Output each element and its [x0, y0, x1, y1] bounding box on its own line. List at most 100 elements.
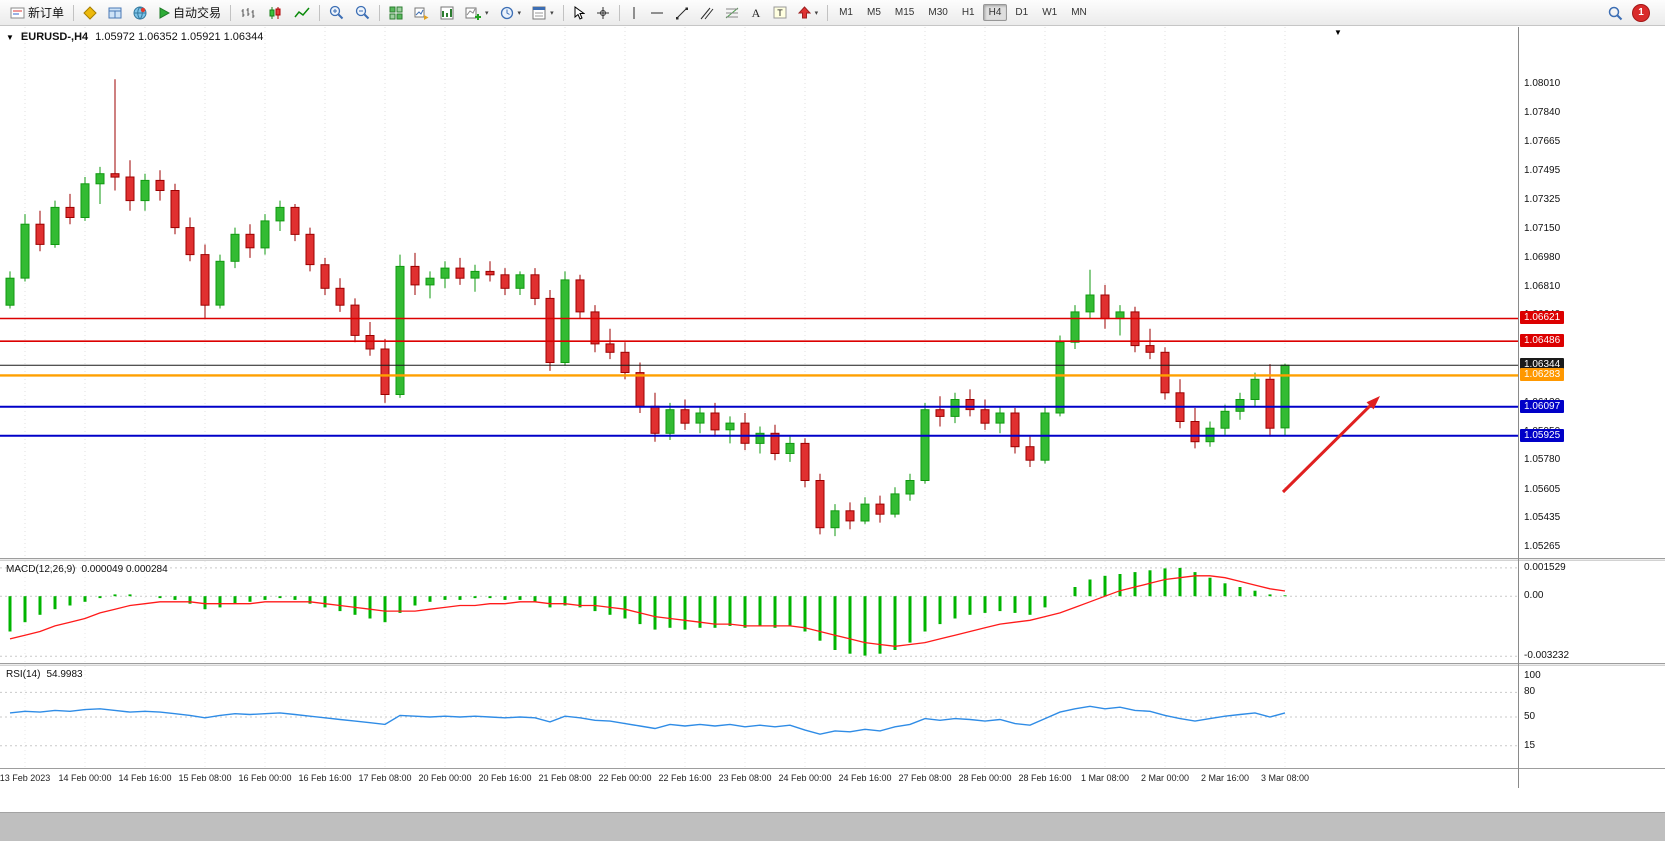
- equidistant-channel-button[interactable]: [695, 1, 719, 25]
- vertical-line-button[interactable]: [624, 1, 644, 25]
- annotation-arrow[interactable]: [1281, 396, 1380, 494]
- scale-tick-label: 1.07325: [1524, 193, 1561, 205]
- bar-chart-button[interactable]: [235, 1, 261, 25]
- templates-button[interactable]: ▾: [527, 1, 559, 25]
- autotrading-label: 自动交易: [173, 6, 222, 20]
- tile-windows-button[interactable]: [384, 1, 408, 25]
- chart-forward-button[interactable]: [409, 1, 434, 25]
- horizontal-line-button[interactable]: [645, 1, 669, 25]
- separator: [827, 4, 829, 21]
- separator: [618, 4, 620, 21]
- time-tick-label: 28 Feb 16:00: [1018, 773, 1072, 783]
- time-tick-label: 22 Feb 00:00: [598, 773, 652, 783]
- autotrading-button[interactable]: 自动交易: [153, 1, 226, 25]
- macd-plot[interactable]: [0, 561, 1518, 663]
- timeframe-m5-button[interactable]: M5: [867, 7, 881, 18]
- time-tick-label: 28 Feb 00:00: [958, 773, 1012, 783]
- timeframe-m1-button[interactable]: M1: [839, 7, 853, 18]
- new-chart-button[interactable]: ▾: [460, 1, 494, 25]
- bottom-strip: [0, 812, 1665, 841]
- zoom-in-icon: [329, 5, 344, 20]
- time-tick-label: 1 Mar 08:00: [1080, 773, 1130, 783]
- scale-tick-label: 50: [1524, 711, 1536, 722]
- scale-tick-label: 0.00: [1524, 590, 1544, 602]
- timeframe-h1-button[interactable]: H1: [961, 7, 975, 18]
- rsi-plot[interactable]: [0, 666, 1518, 768]
- separator: [562, 4, 564, 21]
- time-axis[interactable]: 13 Feb 2023 14 Feb 00:00 14 Feb 16:00 15 Fe…: [0, 769, 1518, 788]
- data-window-button[interactable]: [103, 1, 127, 25]
- vertical-line-icon: [633, 6, 635, 19]
- main-chart-svg[interactable]: [0, 27, 1518, 558]
- data-window-icon: [108, 7, 122, 18]
- label-button[interactable]: T: [768, 1, 792, 25]
- timeframe-w1-button[interactable]: W1: [1042, 7, 1058, 18]
- separator: [73, 4, 75, 21]
- chart-shift-marker[interactable]: ▼: [1334, 28, 1342, 37]
- rsi-title: RSI(14) 54.9983: [6, 669, 83, 680]
- price-scale-border: [1518, 27, 1519, 788]
- new-order-button[interactable]: 新订单: [5, 1, 69, 25]
- scale-tick-label: 100: [1524, 670, 1541, 681]
- toolbar-right: 1: [1607, 3, 1660, 22]
- price-badge: 1.05925: [1520, 428, 1565, 442]
- chart-list-button[interactable]: [435, 1, 459, 25]
- notification-badge[interactable]: 1: [1632, 3, 1650, 22]
- community-button[interactable]: [128, 1, 152, 25]
- time-tick-label: 22 Feb 16:00: [658, 773, 712, 783]
- zoom-in-button[interactable]: [324, 1, 349, 25]
- scale-tick-label: 1.06980: [1524, 251, 1561, 263]
- text-button[interactable]: A: [745, 1, 767, 25]
- new-order-icon: [10, 7, 25, 18]
- metaeditor-button[interactable]: [78, 1, 102, 25]
- chevron-down-icon: ▾: [550, 9, 554, 17]
- timeframe-m30-button[interactable]: M30: [928, 7, 948, 18]
- candlestick-chart-button[interactable]: [262, 1, 288, 25]
- time-tick-label: 16 Feb 16:00: [298, 773, 352, 783]
- arrows-shapes-button[interactable]: ▾: [793, 1, 824, 25]
- rsi-svg[interactable]: [0, 666, 1518, 768]
- line-chart-button[interactable]: [289, 1, 315, 25]
- candlestick-plot[interactable]: [0, 27, 1518, 558]
- time-tick-label: 23 Feb 08:00: [718, 773, 772, 783]
- crosshair-icon: [596, 6, 609, 19]
- macd-svg[interactable]: [0, 561, 1518, 663]
- scale-tick-label: -0.003232: [1524, 650, 1570, 662]
- scale-tick-label: 1.07150: [1524, 223, 1561, 235]
- fibonacci-button[interactable]: [720, 1, 744, 25]
- timeframe-group: M1 M5 M15 M30 H1 H4 D1 W1 MN: [832, 4, 1094, 21]
- timeframe-d1-button[interactable]: D1: [1015, 7, 1029, 18]
- price-badge: 1.06097: [1520, 399, 1565, 413]
- scale-tick-label: 1.05605: [1524, 483, 1561, 495]
- zoom-out-button[interactable]: [350, 1, 375, 25]
- bar-chart-icon: [241, 7, 255, 18]
- timeframe-mn-button[interactable]: MN: [1071, 7, 1087, 18]
- cursor-icon: [574, 5, 585, 20]
- autotrading-play-icon: [159, 6, 171, 19]
- price-badge: 1.06344: [1520, 358, 1565, 372]
- panel-splitter[interactable]: [0, 663, 1665, 666]
- crosshair-button[interactable]: [591, 1, 615, 25]
- time-tick-label: 14 Feb 16:00: [118, 773, 172, 783]
- macd-title: MACD(12,26,9) 0.000049 0.000284: [6, 564, 168, 575]
- search-icon[interactable]: [1607, 5, 1623, 21]
- rsi-label: RSI(14): [6, 669, 41, 680]
- scale-tick-label: 1.06810: [1524, 280, 1561, 292]
- periods-button[interactable]: ▾: [495, 1, 527, 25]
- macd-values: 0.000049 0.000284: [81, 564, 168, 575]
- panel-splitter[interactable]: [0, 558, 1665, 561]
- separator: [379, 4, 381, 21]
- symbol-period-label: EURUSD-,H4: [20, 31, 89, 43]
- trendline-button[interactable]: [670, 1, 694, 25]
- price-scale[interactable]: 1.08010 1.07840 1.07665 1.07495 1.07325 1.071…: [1519, 27, 1665, 768]
- time-axis-separator: [0, 768, 1665, 769]
- scale-tick-label: 1.05265: [1524, 541, 1561, 553]
- cursor-button[interactable]: [568, 1, 590, 25]
- timeframe-m15-button[interactable]: M15: [894, 7, 915, 18]
- scale-tick-label: 80: [1524, 686, 1536, 698]
- symbol-dropdown-icon[interactable]: ▼: [6, 33, 14, 42]
- timeframe-h4-button[interactable]: H4: [982, 4, 1008, 21]
- arrow-shape-icon: [797, 6, 811, 19]
- time-tick-label: 17 Feb 08:00: [358, 773, 412, 783]
- separator: [230, 4, 232, 21]
